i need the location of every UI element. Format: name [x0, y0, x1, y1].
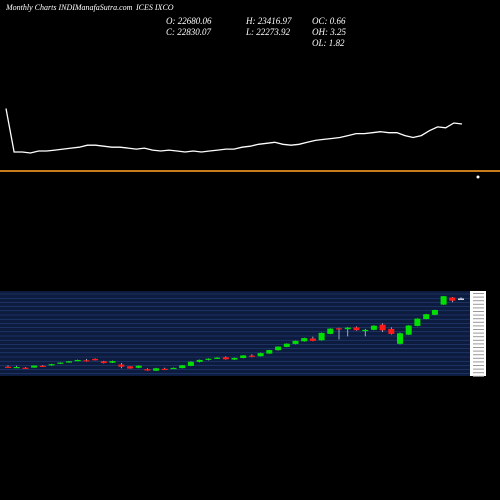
- candle-body: [388, 328, 395, 334]
- candle-body: [100, 361, 107, 363]
- candle-body: [153, 368, 160, 371]
- axis-tick: [473, 350, 484, 352]
- candle-body: [118, 364, 125, 367]
- axis-tick: [473, 332, 484, 334]
- candle-body: [48, 364, 55, 366]
- axis-tick: [473, 354, 484, 356]
- axis-tick: [473, 314, 484, 316]
- candle-body: [248, 355, 255, 357]
- candle-body: [370, 325, 377, 330]
- candle-body: [318, 332, 325, 341]
- candle-body: [275, 346, 282, 351]
- axis-tick: [473, 311, 484, 312]
- candle-gridlines: [0, 293, 470, 375]
- axis-tick: [473, 300, 484, 302]
- high-value: H: 23416.97: [246, 16, 292, 26]
- axis-tick: [473, 339, 484, 341]
- candle-body: [187, 361, 194, 366]
- candle-body: [405, 325, 412, 335]
- axis-tick: [473, 361, 484, 363]
- candle-body: [257, 353, 264, 357]
- candle-body: [92, 358, 99, 361]
- axis-tick: [473, 303, 484, 305]
- axis-tick: [473, 336, 484, 338]
- candle-body: [397, 333, 403, 344]
- candle-body: [231, 357, 238, 360]
- oh-value: OH: 3.25: [312, 27, 346, 37]
- marker-dot: [476, 175, 480, 179]
- axis-tick: [473, 307, 484, 309]
- ol-value: OL: 1.82: [312, 38, 345, 48]
- axis-tick: [473, 372, 484, 374]
- axis-tick: [473, 375, 484, 377]
- candle-body: [22, 367, 29, 369]
- axis-tick: [473, 325, 484, 327]
- oc-value: OC: 0.66: [312, 16, 346, 26]
- axis-tick: [473, 329, 484, 330]
- price-line: [5, 108, 463, 154]
- candle-body: [196, 359, 203, 362]
- axis-tick: [473, 321, 484, 323]
- candle-body: [440, 296, 447, 305]
- candle-body: [222, 357, 229, 360]
- axis-tick: [473, 343, 484, 345]
- symbol-label: ICES IXCO: [136, 3, 174, 12]
- site-label: Monthly Charts INDIManafaSutra.com: [6, 3, 133, 12]
- candle-body: [74, 360, 81, 362]
- candle-body: [266, 350, 273, 354]
- candle-body: [83, 360, 90, 362]
- candle-body: [179, 365, 186, 369]
- candle-body: [327, 328, 334, 334]
- candle-body: [31, 365, 38, 368]
- candle-body: [135, 365, 142, 368]
- candle-body: [414, 318, 421, 326]
- candle-body: [5, 366, 11, 368]
- candle-body: [66, 361, 72, 363]
- candle-body: [301, 338, 308, 342]
- candle-body: [144, 369, 151, 371]
- candle-body: [13, 367, 20, 369]
- candle-body: [57, 362, 64, 364]
- candle-body: [214, 357, 221, 359]
- candle-body: [161, 368, 168, 370]
- candle-body: [449, 297, 456, 301]
- candle-body: [292, 340, 299, 344]
- candle-body: [170, 367, 177, 370]
- candle-body: [109, 361, 116, 363]
- candle-body: [39, 365, 46, 367]
- axis-tick: [473, 293, 484, 294]
- open-value: O: 22680.06: [166, 16, 212, 26]
- candle-body: [423, 314, 430, 319]
- candles: [5, 296, 464, 371]
- close-value: C: 22830.07: [166, 27, 211, 37]
- candle-body: [353, 327, 360, 331]
- price-axis-ticks: [473, 293, 484, 377]
- candle-body: [336, 328, 342, 330]
- axis-tick: [473, 368, 484, 370]
- axis-tick: [473, 347, 484, 348]
- candle-body: [458, 298, 464, 300]
- candle-body: [362, 329, 369, 332]
- axis-tick: [473, 365, 484, 366]
- low-value: L: 22273.92: [246, 27, 291, 37]
- candle-body: [205, 358, 212, 360]
- candle-body: [431, 310, 438, 315]
- candle-body: [309, 338, 316, 341]
- candle-body: [344, 327, 351, 330]
- candle-body: [379, 324, 386, 331]
- candle-body: [127, 366, 133, 369]
- candle-body: [240, 355, 247, 358]
- axis-tick: [473, 296, 484, 298]
- axis-tick: [473, 357, 484, 359]
- axis-tick: [473, 318, 484, 320]
- candle-body: [283, 343, 290, 347]
